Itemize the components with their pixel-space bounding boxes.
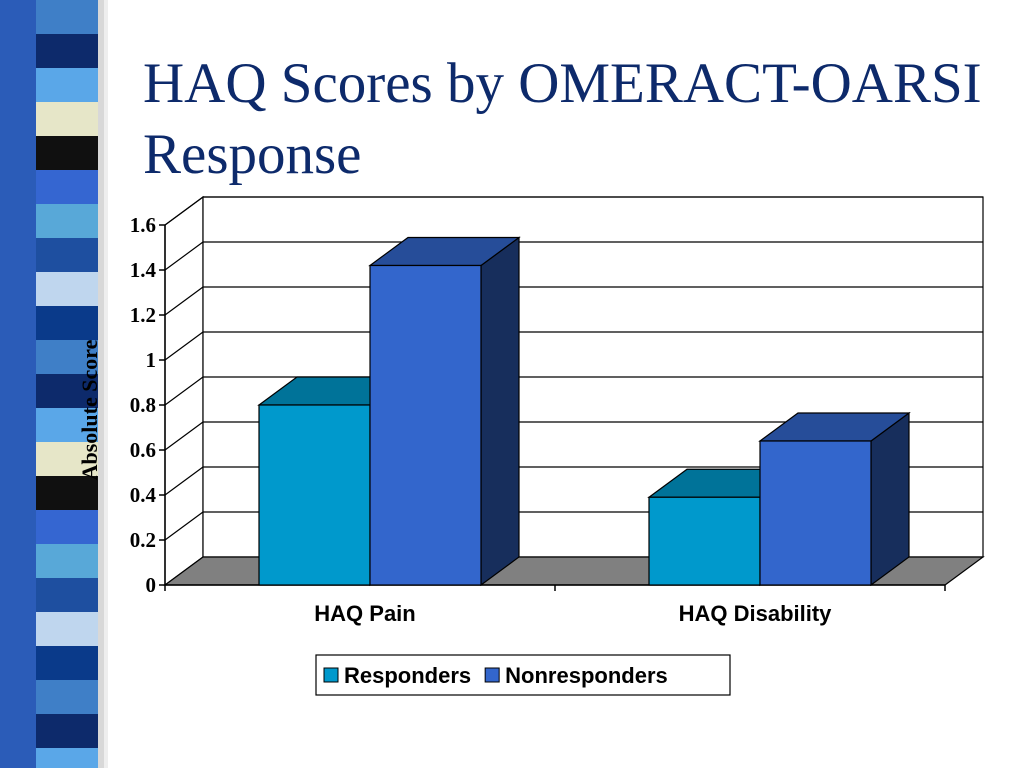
y-tick-label: 0	[146, 573, 157, 597]
strip-segment	[36, 612, 98, 646]
strip-segment	[36, 34, 98, 68]
strip-segment	[36, 306, 98, 340]
chart-bars	[257, 236, 911, 587]
strip-segment	[36, 544, 98, 578]
y-axis-tick-labels: 0 0.2 0.4 0.6 0.8 1 1.2 1.4 1.6	[130, 213, 157, 597]
decorative-side-strip	[0, 0, 120, 768]
bar-nonresponders-haq-pain	[368, 236, 521, 587]
strip-segment	[36, 680, 98, 714]
y-tick-label: 0.6	[130, 438, 156, 462]
gridline	[164, 466, 983, 496]
strip-segment	[36, 408, 98, 442]
strip-segment	[36, 170, 98, 204]
y-tick-label: 1.4	[130, 258, 157, 282]
y-tick-label: 1.2	[130, 303, 156, 327]
legend-entry: Nonresponders	[505, 663, 668, 688]
strip-segment	[36, 510, 98, 544]
gridline	[164, 421, 983, 451]
strip-segment	[36, 374, 98, 408]
strip-segment	[36, 340, 98, 374]
gridline	[164, 331, 983, 361]
x-category-label: HAQ Disability	[679, 601, 833, 626]
y-tick-label: 1	[146, 348, 157, 372]
legend-swatch	[484, 667, 500, 683]
y-tick-label: 0.4	[130, 483, 157, 507]
gridline	[164, 376, 983, 406]
x-axis-category-labels: HAQ Pain HAQ Disability	[314, 601, 832, 626]
slide-title: HAQ Scores by OMERACT-OARSI Response	[143, 52, 982, 186]
strip-segment	[36, 748, 98, 768]
strip-segment	[36, 442, 98, 476]
bar-nonresponders-haq-disability	[758, 411, 911, 587]
gridline	[164, 286, 983, 316]
strip-segment	[36, 714, 98, 748]
strip-segment	[36, 102, 98, 136]
strip-segment	[36, 204, 98, 238]
gridline	[164, 241, 983, 271]
strip-segment	[36, 238, 98, 272]
chart-legend: Responders Nonresponders	[315, 654, 731, 696]
strip-segment	[36, 272, 98, 306]
strip-segment	[36, 646, 98, 680]
y-tick-label: 1.6	[130, 213, 156, 237]
y-axis-label: Absolute Score	[77, 339, 102, 480]
legend-box	[315, 654, 731, 696]
strip-segment	[36, 0, 98, 34]
y-tick-label: 0.2	[130, 528, 156, 552]
strip-segment	[36, 136, 98, 170]
gridline	[164, 196, 983, 226]
legend-entry: Responders	[344, 663, 471, 688]
strip-segment	[36, 68, 98, 102]
strip-segment	[36, 578, 98, 612]
x-category-label: HAQ Pain	[314, 601, 415, 626]
legend-swatch	[323, 667, 339, 683]
y-tick-label: 0.8	[130, 393, 156, 417]
strip-segment	[36, 476, 98, 510]
